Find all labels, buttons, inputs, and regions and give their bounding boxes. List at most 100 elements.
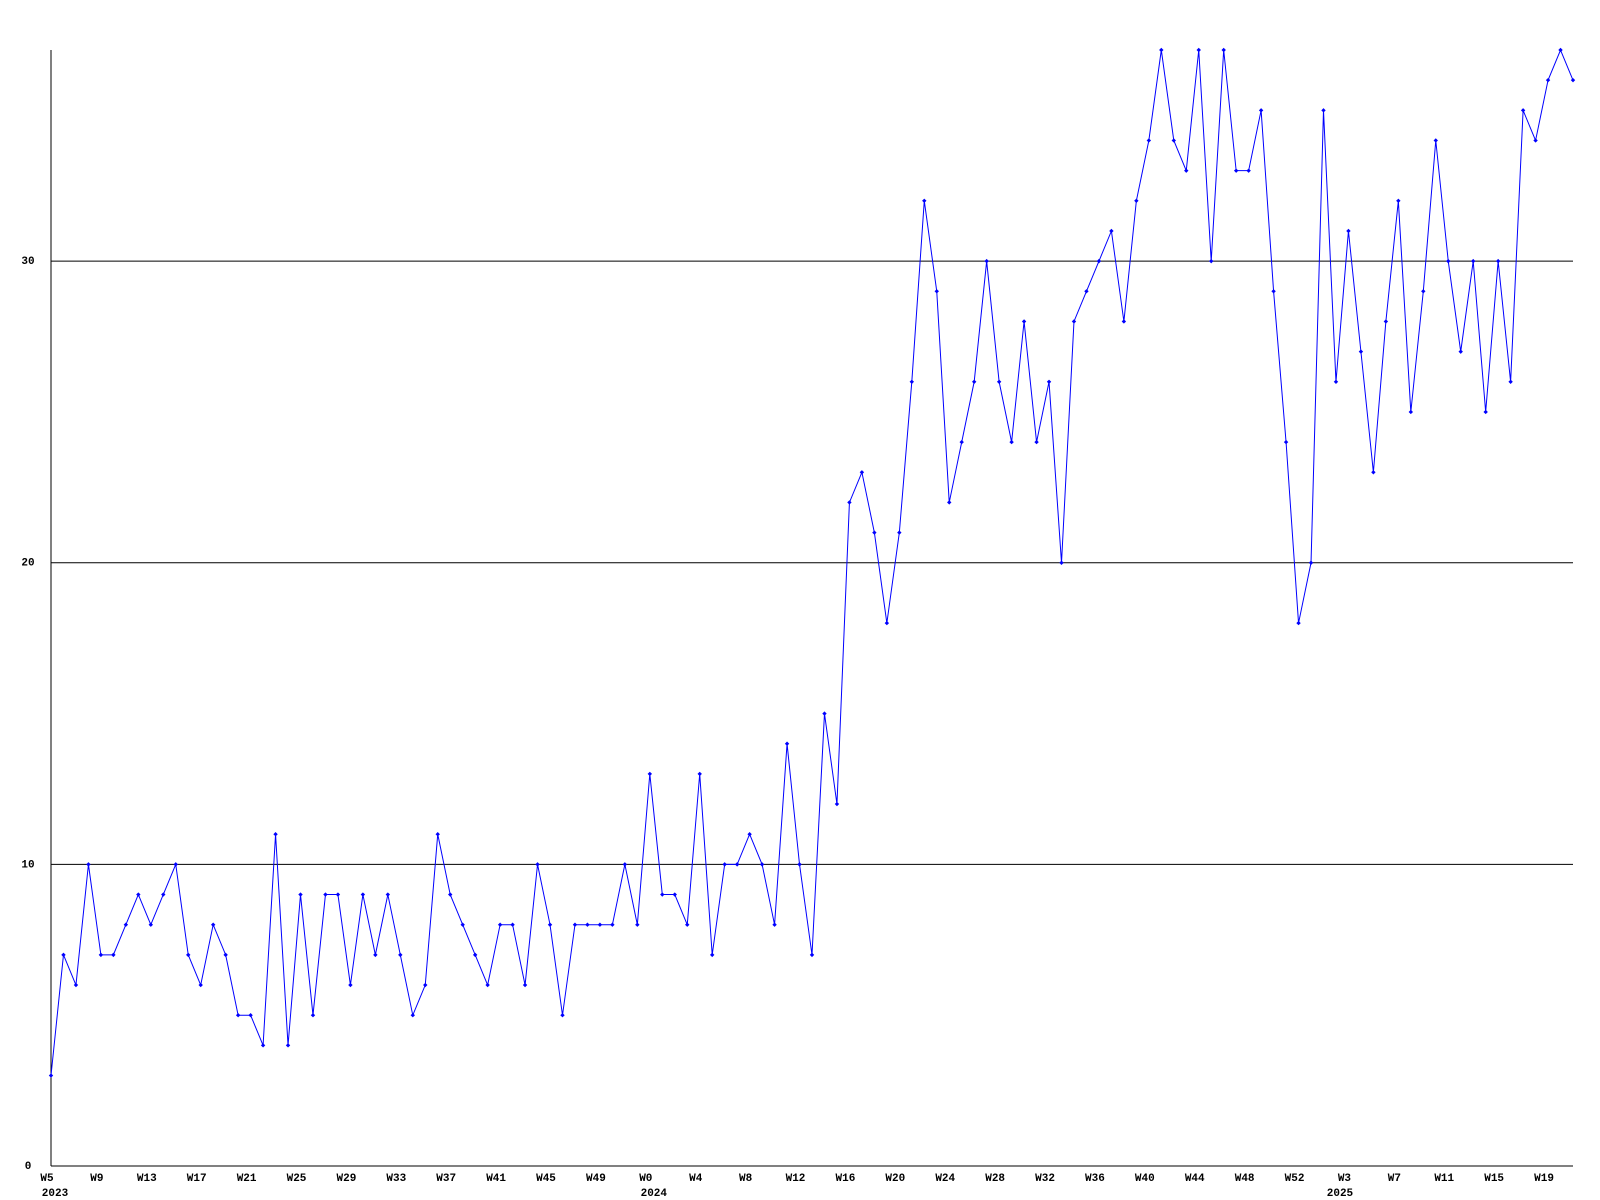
point [747,832,752,837]
point [385,892,391,897]
point [909,379,915,384]
point [1021,319,1027,324]
point [1246,168,1251,173]
point [1483,409,1488,415]
point [635,922,640,927]
point [1109,228,1114,234]
point [1396,198,1401,204]
point [86,862,91,867]
point [959,439,964,445]
point [423,982,428,988]
x-tick-label: W25 [287,1173,307,1185]
point [1495,258,1501,264]
point [947,500,952,505]
x-tick-label: W48 [1235,1173,1255,1185]
point [1383,319,1389,324]
y-tick-label: 0 [25,1161,32,1173]
point [73,982,79,988]
point [784,741,790,746]
point [1508,379,1513,384]
year-label: 2025 [1327,1188,1354,1200]
x-tick-label: W0 [639,1173,652,1185]
point [560,1012,565,1018]
point [834,801,840,807]
x-tick-label: W45 [536,1173,556,1185]
point [1146,138,1152,143]
x-tick-label: W9 [90,1173,103,1185]
x-tick-label: W40 [1135,1173,1155,1185]
x-tick-label: W4 [689,1173,703,1185]
point [210,922,216,927]
point [672,892,677,897]
point [1121,319,1127,324]
point [1084,289,1089,294]
point [248,1012,253,1018]
x-tick-label: W17 [187,1173,207,1185]
point [1059,560,1064,565]
point [472,952,478,958]
point [198,982,203,988]
x-tick-label: W24 [935,1173,955,1185]
point [335,892,341,897]
x-tick-label: W3 [1338,1173,1352,1185]
point [1545,77,1551,83]
point [435,832,440,837]
x-tick-label: W32 [1035,1173,1055,1185]
point [996,379,1002,384]
point [186,952,191,958]
point [1096,258,1102,264]
point [48,1073,54,1078]
y-tick-label: 20 [21,558,34,570]
point [522,982,528,988]
x-tick-label: W21 [237,1173,257,1185]
point [1283,439,1289,445]
point [934,289,939,294]
point [323,892,328,897]
x-tick-label: W11 [1434,1173,1454,1185]
point [497,922,503,927]
point [897,530,902,535]
point [98,952,104,958]
point [709,952,715,958]
point [622,862,628,867]
point [510,922,515,927]
point [260,1043,266,1048]
x-tick-label: W16 [836,1173,856,1185]
point [1433,138,1438,143]
point [1558,47,1563,53]
point [123,922,129,927]
year-label: 2024 [641,1188,668,1200]
point [1071,319,1077,324]
point [1209,258,1214,264]
x-tick-label: W28 [985,1173,1005,1185]
point [148,922,154,927]
point [759,862,765,867]
point [136,892,141,897]
point [647,771,653,777]
point [410,1012,415,1018]
year-label: 2023 [42,1188,69,1200]
x-tick-label: W8 [739,1173,753,1185]
x-tick-label: W52 [1285,1173,1305,1185]
point [660,892,665,897]
point [1171,138,1176,143]
point [223,952,228,958]
point [1196,47,1201,53]
point [610,922,615,927]
x-tick-label: W5 [40,1173,54,1185]
point [373,952,378,958]
x-tick-label: W13 [137,1173,157,1185]
point [1046,379,1052,384]
point [597,922,603,927]
point [734,862,740,867]
point [360,892,366,897]
point [1308,560,1314,565]
x-tick-label: W44 [1185,1173,1205,1185]
point [822,711,827,716]
point [1408,409,1414,415]
point [1296,620,1301,626]
x-tick-label: W29 [337,1173,357,1185]
point [772,922,777,927]
